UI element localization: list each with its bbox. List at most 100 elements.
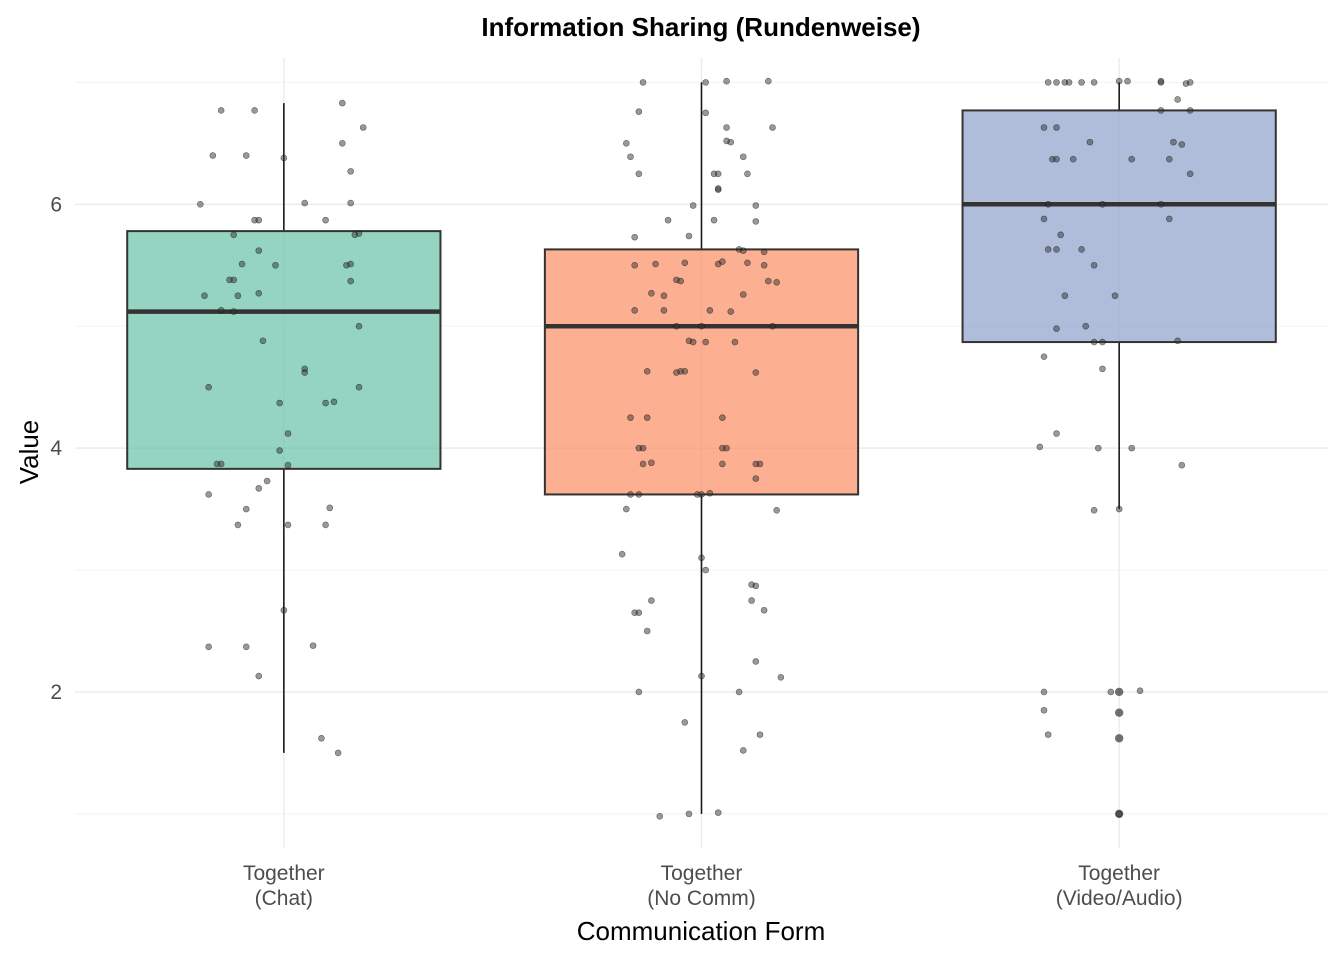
data-point <box>355 322 363 330</box>
data-point <box>1099 365 1106 373</box>
box <box>126 230 442 470</box>
data-point <box>1157 107 1165 114</box>
data-point <box>627 491 634 498</box>
data-point <box>280 606 288 614</box>
jitter-points <box>197 77 1194 820</box>
x-tick-label: Together <box>243 862 325 885</box>
data-point <box>1124 77 1131 85</box>
outlier-point <box>1114 734 1124 743</box>
data-point <box>727 138 735 146</box>
data-point <box>330 398 338 406</box>
x-axis-ticks: Together(Chat)Together(No Comm)Together(… <box>243 862 1183 910</box>
data-point <box>706 307 714 314</box>
data-point <box>739 153 747 161</box>
data-point <box>355 230 363 237</box>
data-point <box>1186 107 1194 114</box>
data-point <box>217 460 225 468</box>
data-point <box>318 734 325 742</box>
data-point <box>1128 155 1135 163</box>
data-point <box>205 491 212 498</box>
data-point <box>723 124 730 131</box>
data-point <box>1090 506 1098 514</box>
data-point <box>255 485 263 492</box>
data-point <box>1128 444 1135 452</box>
data-point <box>664 216 672 224</box>
outlier-point <box>1114 708 1124 717</box>
data-point <box>702 566 709 574</box>
data-point <box>752 218 760 225</box>
data-point <box>347 199 354 207</box>
data-point <box>635 108 643 115</box>
data-point <box>1090 79 1098 86</box>
data-point <box>209 152 217 159</box>
data-point <box>1178 461 1186 469</box>
data-point <box>773 279 780 286</box>
data-point <box>347 168 354 175</box>
data-point <box>631 307 638 314</box>
data-point <box>648 459 655 467</box>
data-point <box>197 200 204 208</box>
data-point <box>1053 246 1060 253</box>
data-point <box>618 550 626 558</box>
data-point <box>765 77 772 85</box>
data-point <box>301 369 309 376</box>
data-point <box>359 124 367 131</box>
data-point <box>242 505 250 513</box>
data-point <box>719 414 726 421</box>
data-point <box>656 813 664 820</box>
data-point <box>1115 810 1123 818</box>
data-point <box>1040 706 1048 714</box>
data-point <box>748 597 755 604</box>
box <box>543 248 860 496</box>
data-point <box>631 233 638 241</box>
data-point <box>1053 79 1060 86</box>
data-point <box>777 674 785 681</box>
x-tick-label: (No Comm) <box>647 887 756 910</box>
data-point <box>322 399 329 407</box>
data-point <box>322 216 329 224</box>
box <box>961 109 1277 344</box>
data-point <box>238 260 246 268</box>
data-point <box>1065 79 1073 86</box>
data-point <box>1136 687 1144 695</box>
data-point <box>702 79 709 86</box>
data-point <box>1090 338 1098 346</box>
data-point <box>648 289 655 297</box>
data-point <box>631 261 638 269</box>
data-point <box>309 642 317 649</box>
data-point <box>284 461 292 469</box>
data-point <box>339 99 346 107</box>
data-point <box>242 643 250 651</box>
data-point <box>719 258 726 265</box>
data-point <box>685 232 693 240</box>
data-point <box>230 231 238 239</box>
data-point <box>627 414 634 421</box>
data-point <box>773 506 780 514</box>
chart-title: Information Sharing (Rundenweise) <box>481 12 920 42</box>
data-point <box>643 414 651 421</box>
data-point <box>765 277 772 285</box>
data-point <box>1078 246 1085 253</box>
data-point <box>744 259 751 267</box>
data-point <box>752 369 760 376</box>
data-point <box>643 627 651 635</box>
data-point <box>1107 688 1115 696</box>
data-point <box>1044 79 1052 86</box>
data-point <box>326 504 334 512</box>
y-tick-label: 4 <box>50 437 62 460</box>
data-point <box>702 338 709 346</box>
data-point <box>1040 353 1048 360</box>
data-point <box>1115 77 1123 85</box>
data-point <box>230 308 238 315</box>
data-point <box>1099 338 1106 346</box>
data-point <box>744 170 751 178</box>
data-point <box>1040 215 1048 223</box>
data-point <box>739 291 747 298</box>
data-point <box>723 77 730 85</box>
data-point <box>706 489 714 497</box>
data-point <box>217 107 225 114</box>
data-point <box>1115 505 1123 513</box>
data-point <box>685 810 693 818</box>
data-point <box>735 688 743 696</box>
